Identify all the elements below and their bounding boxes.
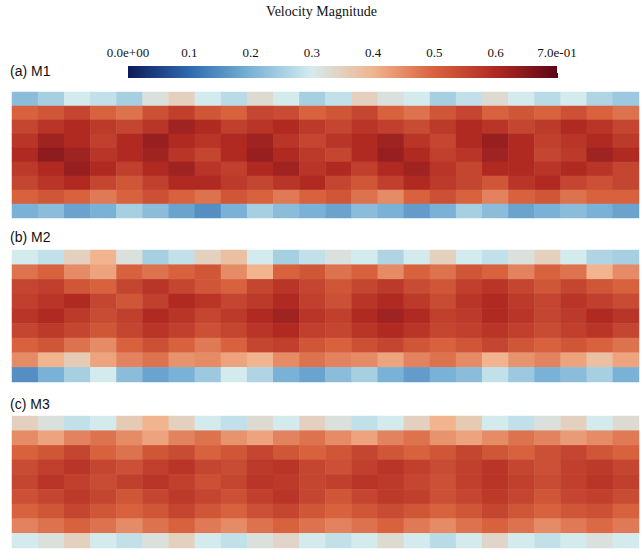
svg-text:0.3: 0.3: [304, 45, 320, 60]
svg-text:0.5: 0.5: [426, 45, 442, 60]
svg-text:0.6: 0.6: [488, 45, 505, 60]
svg-text:(b) M2: (b) M2: [10, 229, 51, 245]
svg-text:0.4: 0.4: [365, 45, 382, 60]
svg-text:7.0e-01: 7.0e-01: [537, 45, 576, 60]
svg-text:(a) M1: (a) M1: [10, 63, 51, 79]
svg-text:0.1: 0.1: [181, 45, 197, 60]
svg-text:0.2: 0.2: [242, 45, 258, 60]
svg-text:(c) M3: (c) M3: [10, 396, 50, 412]
svg-text:0.0e+00: 0.0e+00: [107, 45, 149, 60]
svg-text:Velocity Magnitude: Velocity Magnitude: [266, 4, 377, 19]
